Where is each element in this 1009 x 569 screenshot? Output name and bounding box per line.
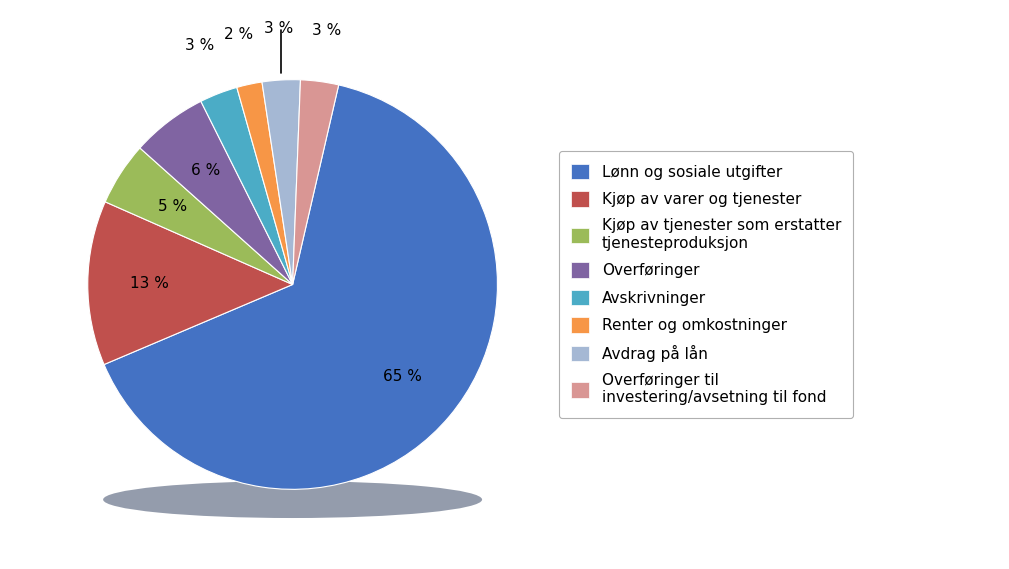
Wedge shape bbox=[88, 202, 293, 365]
Legend: Lønn og sosiale utgifter, Kjøp av varer og tjenester, Kjøp av tjenester som erst: Lønn og sosiale utgifter, Kjøp av varer … bbox=[559, 151, 854, 418]
Text: 3 %: 3 % bbox=[263, 22, 293, 36]
Text: 3 %: 3 % bbox=[186, 38, 215, 53]
Wedge shape bbox=[105, 148, 293, 284]
Ellipse shape bbox=[103, 481, 482, 518]
Wedge shape bbox=[201, 88, 293, 284]
Text: 3 %: 3 % bbox=[312, 23, 341, 38]
Text: 13 %: 13 % bbox=[130, 276, 169, 291]
Wedge shape bbox=[104, 85, 497, 489]
Text: 6 %: 6 % bbox=[191, 163, 220, 178]
Text: 2 %: 2 % bbox=[224, 27, 253, 42]
Wedge shape bbox=[262, 80, 301, 284]
Text: 5 %: 5 % bbox=[157, 199, 187, 215]
Text: 65 %: 65 % bbox=[383, 369, 422, 384]
Wedge shape bbox=[293, 80, 339, 284]
Wedge shape bbox=[237, 82, 293, 284]
Wedge shape bbox=[140, 101, 293, 284]
